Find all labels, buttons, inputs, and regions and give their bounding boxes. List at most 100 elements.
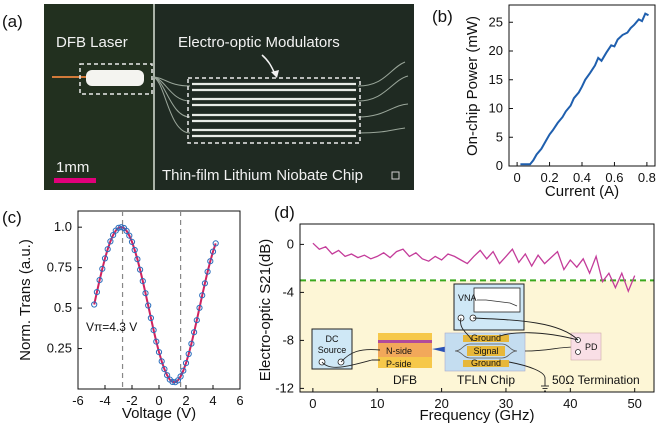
modulator-highlight-box <box>187 77 361 144</box>
panel-c-data-point <box>164 372 171 379</box>
dfb-top-contact <box>378 333 432 340</box>
panel-c-ytick-label: 0.5 <box>54 300 72 315</box>
pd-label: PD <box>585 342 598 352</box>
scale-bar <box>54 178 96 183</box>
panel-c-data-point <box>185 350 192 358</box>
panel-b-label: (b) <box>432 7 453 26</box>
panel-c-data-points <box>91 224 219 386</box>
panel-a: (a) DFB Laser <box>2 4 414 190</box>
panel-c-data-point <box>193 317 200 324</box>
panel-c-data-point <box>153 338 160 345</box>
panel-c-data-point <box>134 256 141 263</box>
panel-d-ylabel: Electro-optic S21(dB) <box>257 239 274 382</box>
dfb-laser-label: DFB Laser <box>56 34 128 51</box>
panel-b-ytick-label: 5 <box>496 129 503 144</box>
panel-b-ytick-label: 0 <box>496 158 503 173</box>
dfb-active-layer <box>378 340 432 343</box>
panel-c-data-point <box>204 268 211 275</box>
dfb-p-side-label: P-side <box>386 359 412 369</box>
panel-c-data-point <box>191 329 198 336</box>
signal-electrode <box>467 346 505 356</box>
dfb-label: DFB <box>393 373 417 387</box>
ground-top-label: Ground <box>471 333 501 343</box>
panel-c-data-point <box>182 360 190 367</box>
panel-b-ytick-label: 20 <box>489 43 503 58</box>
panel-c-annotation: Vπ=4.3 V <box>86 320 137 334</box>
panel-c-data-point <box>137 266 144 273</box>
panel-c-xlabel: Voltage (V) <box>122 405 196 422</box>
panel-d-ytick-label: -8 <box>282 332 294 347</box>
ground-electrode-top <box>463 335 509 342</box>
panel-d-label: (d) <box>274 203 295 222</box>
vna-label: VNA <box>458 293 477 303</box>
panel-c-data-point <box>145 302 152 309</box>
modulator-arrow-head <box>271 70 279 78</box>
panel-b-xtick-label: 0.2 <box>541 170 559 185</box>
scale-bar-label: 1mm <box>56 159 89 176</box>
panel-b-xlabel: Current (A) <box>545 183 619 200</box>
panel-c-xtick-label: -2 <box>126 393 138 408</box>
panel-c-data-point <box>201 280 208 287</box>
dfb-laser-glow <box>86 70 144 86</box>
panel-c-xtick-label: 2 <box>182 393 189 408</box>
panel-c-data-point <box>196 304 203 311</box>
panel-c-data-point <box>147 314 154 322</box>
pd-port-2 <box>575 349 581 355</box>
panel-d-xtick-label: 40 <box>563 396 577 411</box>
panel-c-data-point <box>107 238 114 245</box>
signal-label: Signal <box>473 346 498 356</box>
tfln-chip-label: TFLN Chip <box>457 373 515 387</box>
panel-c-dashed-lines <box>121 211 182 389</box>
panel-c-data-point <box>207 258 214 265</box>
panel-c-data-point <box>177 373 184 380</box>
panel-d: (d) 0 10 20 30 40 500-4-8-12 Frequency (GHz) … <box>257 203 655 424</box>
panel-c-data-point <box>158 358 165 365</box>
panel-c-data-point <box>180 367 187 374</box>
panel-d-ticks: 0 10 20 30 40 50 0 -4 -8 -12 <box>275 236 642 411</box>
panel-c-ticks: -6 -4 -2 0 2 4 6 0.25 0.5 0.75 1.0 <box>47 219 244 408</box>
panel-d-xtick-label: 50 <box>627 396 641 411</box>
panel-b-xtick-label: 0.6 <box>605 170 623 185</box>
panel-d-xtick-label: 30 <box>499 396 513 411</box>
panel-d-xtick-label: 0 <box>309 396 316 411</box>
dfb-highlight-box <box>79 63 153 95</box>
modulators-label: Electro-optic Modulators <box>178 34 340 51</box>
panel-d-s21-curve <box>312 242 636 294</box>
ground-bottom-label: Ground <box>471 358 501 368</box>
waveguide-fanout <box>151 61 409 134</box>
panel-d-axes-frame <box>299 223 655 393</box>
panel-c-xtick-label: -4 <box>99 393 111 408</box>
mzi-arms <box>454 343 518 359</box>
panel-c-data-point <box>128 238 136 245</box>
panel-c-data-point <box>96 277 103 284</box>
panel-b-xtick-label: 0.4 <box>573 170 591 185</box>
panel-c-data-point <box>131 246 138 254</box>
panel-c-xtick-label: 0 <box>155 393 162 408</box>
panel-b-xtick-label: 0.8 <box>638 170 656 185</box>
panel-c-data-point <box>199 292 206 299</box>
panel-b-ytick-label: 25 <box>489 14 503 29</box>
panel-c-data-point <box>126 232 133 239</box>
panel-d-ytick-label: -12 <box>275 380 294 395</box>
panel-c-data-point <box>188 340 195 347</box>
panel-c-data-point <box>142 290 149 297</box>
dfb-n-side-label: N-side <box>386 346 412 356</box>
panel-b-ticks: 0 0.2 0.4 0.6 0.8 0 5 10 15 20 25 <box>489 14 656 185</box>
panel-c-data-point <box>110 232 117 239</box>
dc-source-label-2: Source <box>318 345 347 355</box>
panel-c-label: (c) <box>2 208 22 227</box>
dc-source-label-1: DC <box>326 334 339 344</box>
panel-c-data-point <box>150 327 157 334</box>
dfb-p-side <box>378 357 432 368</box>
modulator-arms <box>192 82 356 138</box>
panel-c-xtick-label: 6 <box>236 393 243 408</box>
ground-electrode-bottom <box>463 360 509 367</box>
panel-c-data-point <box>161 366 168 373</box>
panel-c-data-point <box>209 248 217 255</box>
panel-c-data-point <box>93 289 101 296</box>
panel-b-power-curve <box>520 12 649 166</box>
panel-c-data-point <box>155 349 163 356</box>
panel-b-ytick-label: 15 <box>489 72 503 87</box>
panel-c-xtick-label: -6 <box>72 393 84 408</box>
